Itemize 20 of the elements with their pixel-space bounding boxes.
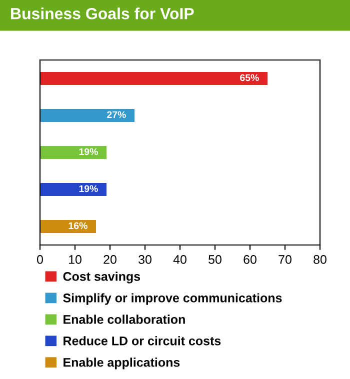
data-label: 19% (79, 185, 98, 192)
chart-title: Business Goals for VoIP (11, 8, 194, 20)
data-label: 27% (107, 111, 126, 118)
x-tick-label: 50 (208, 255, 222, 264)
data-label: 16% (68, 222, 88, 230)
data-label: 65% (240, 74, 259, 82)
legend-label: Reduce LD or circuit costs (64, 336, 221, 346)
legend-label: Enable applications (64, 358, 180, 370)
x-tick-label: 0 (37, 255, 43, 264)
data-label: 19% (79, 148, 98, 156)
x-tick-label: 30 (138, 255, 152, 264)
legend-label: Simplify or improve communications (63, 293, 282, 305)
legend-label: Cost savings (63, 272, 140, 284)
x-tick-label: 60 (244, 255, 256, 264)
x-tick-label: 80 (314, 255, 326, 264)
x-tick-label: 40 (173, 255, 186, 264)
x-tick-label: 10 (69, 255, 82, 264)
x-tick-label: 70 (278, 255, 292, 264)
x-tick-label: 20 (104, 255, 116, 264)
legend-label: Enable collaboration (64, 314, 185, 324)
